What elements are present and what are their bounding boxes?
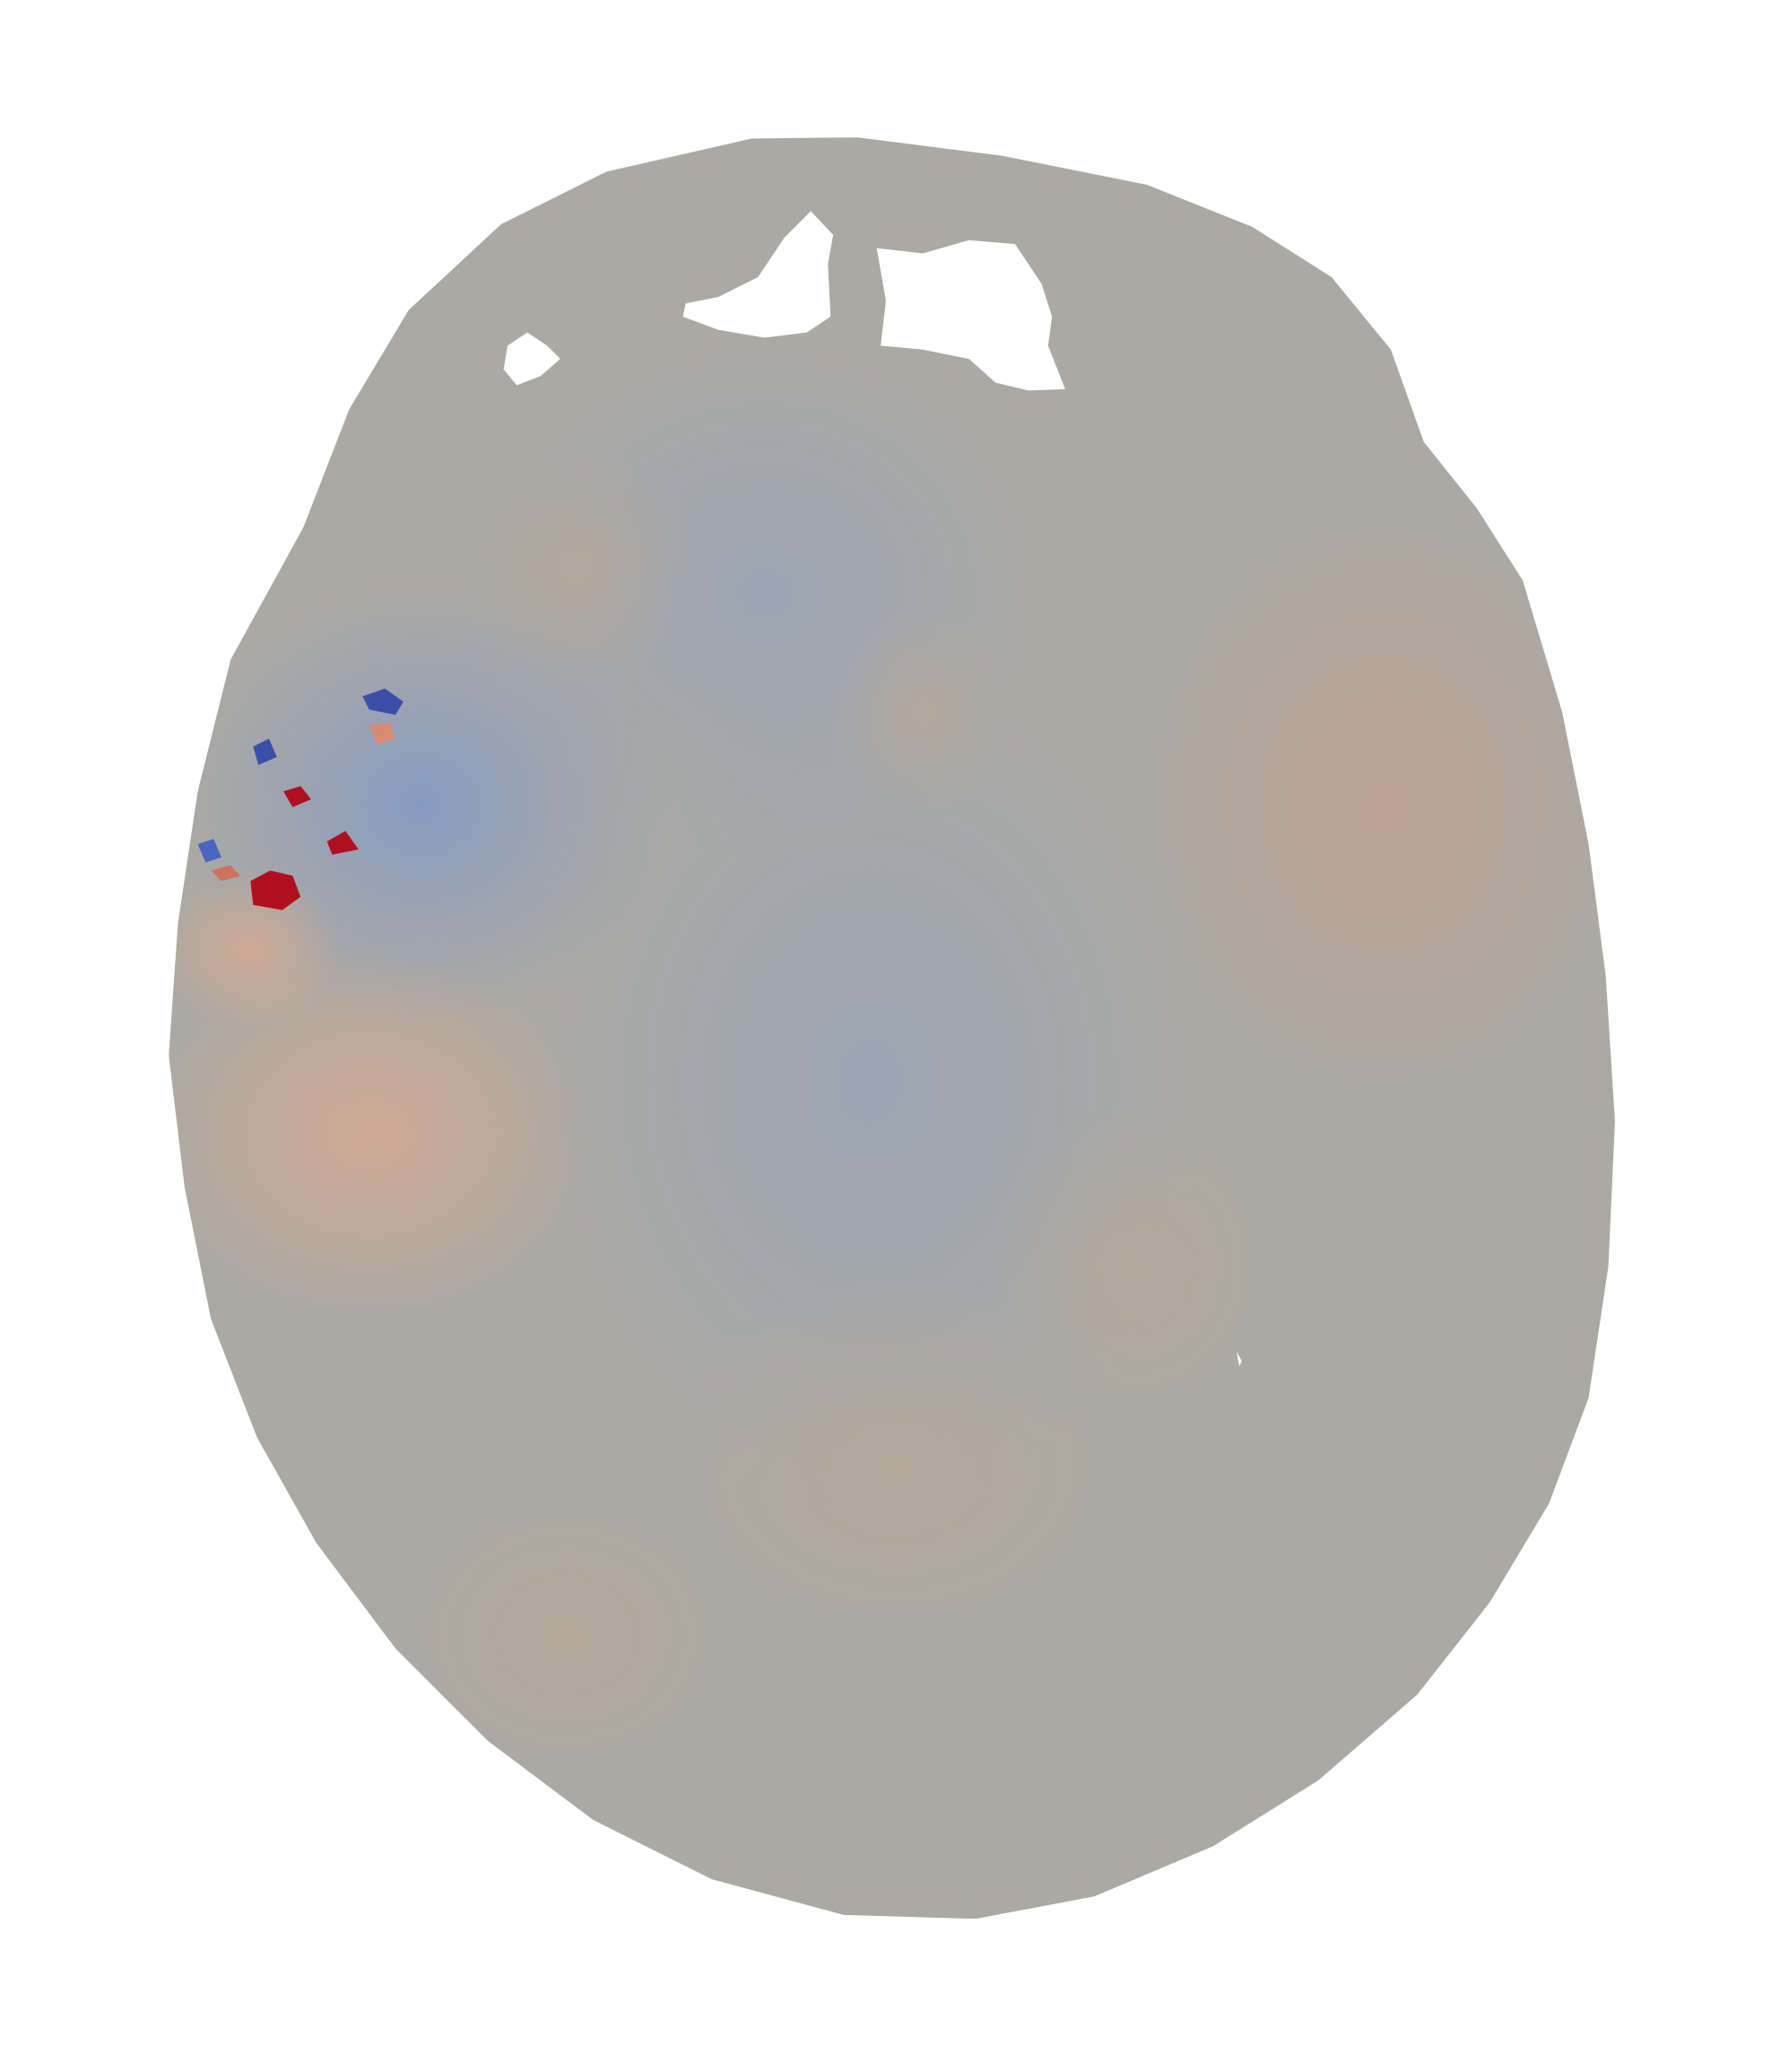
orange-region <box>988 1108 1280 1424</box>
orange-region <box>169 870 343 1029</box>
blue-patch <box>253 738 277 765</box>
red-patch <box>326 831 359 855</box>
cavity <box>1237 1352 1242 1367</box>
red-patch <box>283 786 311 807</box>
blue-patch <box>362 688 404 716</box>
cavities <box>503 211 1242 1367</box>
red-patch <box>211 865 240 882</box>
blue-patch <box>197 839 221 863</box>
orange-region <box>659 1279 1134 1649</box>
cavity <box>876 239 1065 391</box>
cavity <box>503 332 560 386</box>
red-patch <box>250 870 301 910</box>
cavity <box>682 211 834 338</box>
orange-region <box>1133 501 1615 1109</box>
orange-region <box>169 949 594 1319</box>
red-patch <box>369 722 396 744</box>
orange-region <box>395 1490 739 1780</box>
orange-region <box>461 448 699 686</box>
orange-region <box>830 606 1016 818</box>
